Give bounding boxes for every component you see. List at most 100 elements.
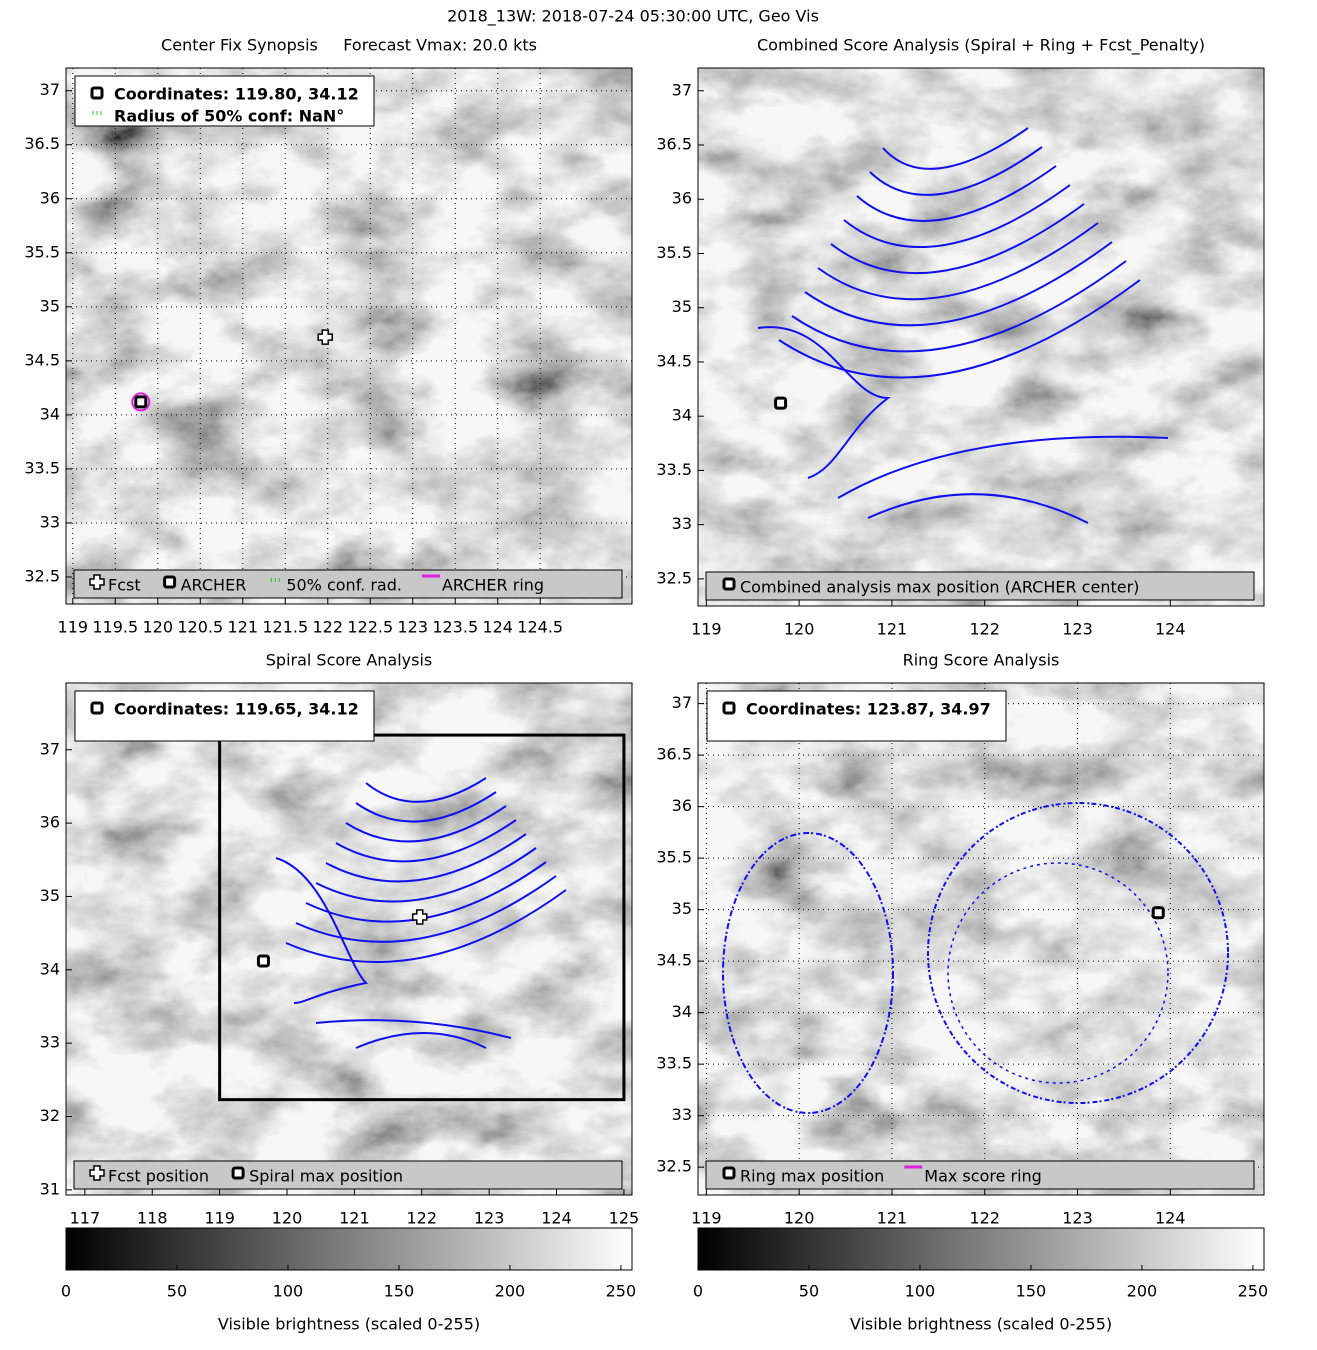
map-panel: Spiral Score Analysis 117 118 119 120 121 122 1…: [40, 651, 640, 1228]
info-box: [74, 690, 375, 742]
square-marker: [163, 575, 177, 589]
y-tick-label: 37: [40, 739, 60, 758]
cross-marker: [412, 909, 428, 925]
colorbar-tick-label: 150: [384, 1282, 415, 1301]
contour: [867, 493, 1089, 524]
x-tick-label: 122: [969, 620, 1000, 639]
colorbar: 0 50 100 150 200 250 Visible brightness (scale…: [61, 1227, 637, 1334]
y-tick-label: 36.5: [656, 135, 692, 154]
contour: [837, 435, 1169, 499]
point-marker: [256, 954, 270, 968]
x-tick-label: 123: [397, 618, 428, 637]
colorbar: 0 50 100 150 200 250 Visible brightness (scale…: [693, 1227, 1268, 1334]
contours: [757, 127, 1169, 524]
contour: [804, 241, 1113, 327]
y-tick-label: 35: [672, 297, 692, 316]
green-marker: [92, 111, 102, 115]
contour: [355, 1032, 487, 1049]
colorbar-tick-label: 150: [1016, 1282, 1047, 1301]
legend-label: Fcst: [108, 576, 141, 595]
contour: [285, 889, 567, 963]
info-box: [706, 690, 1007, 742]
legend-label: Combined analysis max position (ARCHER c…: [740, 578, 1139, 597]
cross-marker: [89, 1165, 105, 1181]
contour: [345, 805, 507, 843]
colorbar-tick-label: 0: [693, 1282, 703, 1301]
x-tick-label: 122: [312, 618, 343, 637]
figure-title: 2018_13W: 2018-07-24 05:30:00 UTC, Geo V…: [447, 7, 819, 27]
y-tick-label: 32.5: [24, 566, 60, 585]
legend-label: Ring max position: [740, 1167, 884, 1186]
panel-title: Spiral Score Analysis: [266, 651, 433, 670]
satellite-image: [698, 68, 1264, 606]
info-text: Coordinates: 119.80, 34.12: [114, 85, 359, 104]
map-panel: Combined Score Analysis (Spiral + Ring +…: [656, 36, 1265, 639]
point-marker: [317, 329, 333, 345]
x-tick-label: 120: [143, 618, 174, 637]
legend-label: Spiral max position: [249, 1167, 403, 1186]
panel-title: Center Fix Synopsis Forecast Vmax: 20.0 …: [161, 36, 537, 55]
contours: [275, 777, 567, 1049]
x-tick-label: 120.5: [177, 618, 223, 637]
panel-title: Ring Score Analysis: [903, 651, 1060, 670]
colorbar-tick-label: 50: [167, 1282, 187, 1301]
panel-title: Combined Score Analysis (Spiral + Ring +…: [757, 36, 1205, 56]
point-marker: [412, 909, 428, 925]
contour: [843, 184, 1071, 249]
y-tick-label: 32: [40, 1106, 60, 1125]
contour: [335, 819, 517, 863]
x-tick-label: 124: [541, 1209, 572, 1228]
x-tick-label: 123.5: [432, 618, 478, 637]
contour: [315, 1019, 512, 1039]
legend-label: ARCHER ring: [442, 576, 544, 595]
x-tick-label: 124: [1155, 1209, 1186, 1228]
info-text: Coordinates: 123.87, 34.97: [746, 700, 991, 719]
colorbar-tick-label: 250: [606, 1282, 637, 1301]
contour: [365, 777, 487, 803]
x-tick-label: 121: [339, 1209, 370, 1228]
colorbar-tick-label: 200: [1127, 1282, 1158, 1301]
square-marker: [722, 701, 736, 715]
panel-frame: [697, 67, 1265, 607]
square-marker: [722, 1166, 736, 1180]
legend-box: [73, 1160, 623, 1190]
y-tick-label: 36: [40, 188, 60, 207]
contour: [778, 279, 1141, 379]
square-marker: [722, 577, 736, 591]
y-tick-label: 31: [40, 1179, 60, 1198]
colorbar-tick-label: 100: [905, 1282, 936, 1301]
y-tick-label: 36.5: [656, 745, 692, 764]
contour: [882, 127, 1029, 170]
y-tick-label: 34.5: [24, 350, 60, 369]
y-tick-label: 34: [40, 404, 60, 423]
x-tick-label: 119: [691, 620, 722, 639]
x-tick-label: 119: [58, 618, 89, 637]
x-tick-label: 123: [474, 1209, 505, 1228]
x-tick-label: 118: [137, 1209, 168, 1228]
search-box: [218, 733, 626, 1102]
x-tick-label: 123: [1062, 1209, 1093, 1228]
square-marker: [90, 701, 104, 715]
legend-box: [705, 571, 1255, 601]
contours: [722, 802, 1229, 1114]
x-tick-label: 119.5: [92, 618, 138, 637]
y-tick-label: 34.5: [656, 351, 692, 370]
contour: [757, 326, 891, 479]
legend-label: ARCHER: [181, 576, 247, 595]
info-box: [74, 75, 375, 127]
colorbar-tick-label: 0: [61, 1282, 71, 1301]
x-tick-label: 124.5: [517, 618, 563, 637]
x-tick-label: 124: [482, 618, 513, 637]
square-marker: [90, 86, 104, 100]
legend-label: 50% conf. rad.: [286, 576, 402, 595]
colorbar-label: Visible brightness (scaled 0-255): [218, 1315, 480, 1334]
y-tick-label: 37: [672, 693, 692, 712]
point-marker: [774, 396, 788, 410]
x-tick-label: 120: [784, 1209, 815, 1228]
x-tick-label: 121: [227, 618, 258, 637]
map-panel: Center Fix Synopsis Forecast Vmax: 20.0 …: [24, 36, 633, 637]
y-tick-label: 33: [672, 1105, 692, 1124]
y-tick-label: 35.5: [656, 243, 692, 262]
y-tick-label: 34: [40, 959, 60, 978]
square-marker: [231, 1166, 245, 1180]
